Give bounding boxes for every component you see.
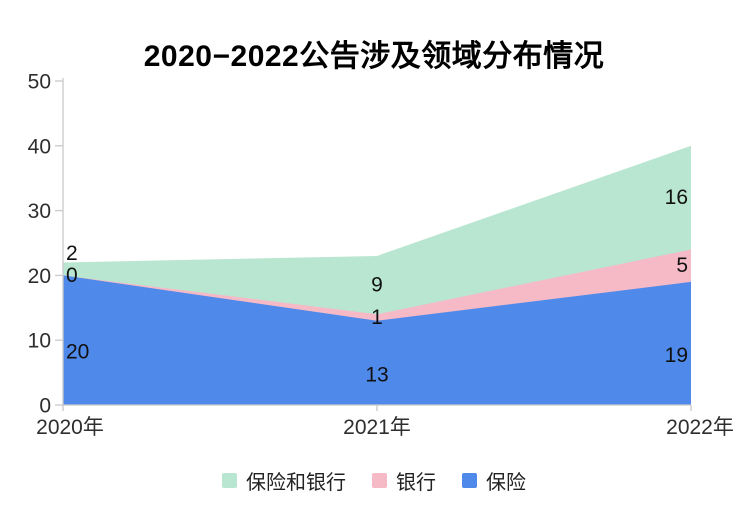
y-tick-label: 50: [28, 71, 51, 94]
legend-swatch-blue-icon: [462, 473, 477, 488]
x-category-label: 2021年: [343, 416, 411, 439]
legend-label-insurance: 保险: [486, 472, 526, 494]
data-label-保险-2020年: 20: [66, 341, 89, 364]
x-category-label: 2022年: [666, 416, 734, 439]
legend-swatch-pink-icon: [372, 473, 387, 488]
legend-item-bank: 银行: [372, 466, 436, 495]
data-label-保险-2021年: 13: [365, 363, 388, 386]
y-tick-label: 30: [28, 200, 51, 223]
data-label-保险和银行-2020年: 2: [66, 242, 78, 265]
y-tick-label: 0: [39, 395, 51, 418]
legend-label-insurance-and-bank: 保险和银行: [246, 472, 346, 494]
legend-swatch-green-icon: [222, 473, 237, 488]
y-tick-label: 10: [28, 330, 51, 353]
area-series-0: [63, 275, 691, 405]
data-label-保险-2022年: 19: [665, 344, 688, 367]
y-tick-label: 20: [28, 265, 51, 288]
y-tick-label: 40: [28, 135, 51, 158]
x-category-label: 2020年: [36, 416, 104, 439]
data-label-保险和银行-2021年: 9: [371, 274, 383, 297]
legend-item-insurance-and-bank: 保险和银行: [222, 466, 346, 495]
chart-legend: 保险和银行 银行 保险: [0, 466, 748, 495]
data-label-银行-2022年: 5: [676, 254, 688, 277]
legend-label-bank: 银行: [396, 472, 436, 494]
data-label-保险和银行-2022年: 16: [665, 186, 688, 209]
data-label-银行-2021年: 1: [371, 306, 383, 329]
data-label-银行-2020年: 0: [66, 264, 78, 287]
legend-item-insurance: 保险: [462, 466, 526, 495]
chart-title: 2020−2022公告涉及领域分布情况: [143, 40, 605, 73]
